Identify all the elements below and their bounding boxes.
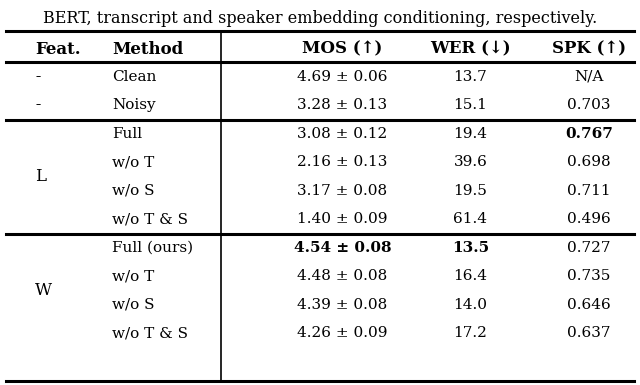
Text: 0.496: 0.496 xyxy=(567,213,611,226)
Text: 16.4: 16.4 xyxy=(453,270,488,283)
Text: w/o T: w/o T xyxy=(112,270,154,283)
Text: WER (↓): WER (↓) xyxy=(430,41,511,58)
Text: 15.1: 15.1 xyxy=(454,99,487,112)
Text: 0.637: 0.637 xyxy=(567,326,611,340)
Text: 14.0: 14.0 xyxy=(453,298,488,312)
Text: SPK (↑): SPK (↑) xyxy=(552,41,626,58)
Text: Method: Method xyxy=(112,41,183,58)
Text: 13.5: 13.5 xyxy=(452,241,489,255)
Text: 3.08 ± 0.12: 3.08 ± 0.12 xyxy=(297,127,388,141)
Text: Full (ours): Full (ours) xyxy=(112,241,193,255)
Text: w/o S: w/o S xyxy=(112,298,154,312)
Text: 19.5: 19.5 xyxy=(454,184,487,198)
Text: 61.4: 61.4 xyxy=(453,213,488,226)
Text: 0.727: 0.727 xyxy=(567,241,611,255)
Text: 2.16 ± 0.13: 2.16 ± 0.13 xyxy=(297,156,388,169)
Text: 0.646: 0.646 xyxy=(567,298,611,312)
Text: 4.69 ± 0.06: 4.69 ± 0.06 xyxy=(297,70,388,84)
Text: 0.767: 0.767 xyxy=(565,127,612,141)
Text: 4.26 ± 0.09: 4.26 ± 0.09 xyxy=(297,326,388,340)
Text: -: - xyxy=(35,70,40,84)
Text: 0.711: 0.711 xyxy=(567,184,611,198)
Text: 3.17 ± 0.08: 3.17 ± 0.08 xyxy=(298,184,387,198)
Text: 13.7: 13.7 xyxy=(454,70,487,84)
Text: 3.28 ± 0.13: 3.28 ± 0.13 xyxy=(298,99,387,112)
Text: W: W xyxy=(35,282,52,299)
Text: 4.54 ± 0.08: 4.54 ± 0.08 xyxy=(294,241,391,255)
Text: MOS (↑): MOS (↑) xyxy=(302,41,383,58)
Text: Feat.: Feat. xyxy=(35,41,81,58)
Text: Noisy: Noisy xyxy=(112,99,156,112)
Text: -: - xyxy=(35,99,40,112)
Text: 4.39 ± 0.08: 4.39 ± 0.08 xyxy=(297,298,388,312)
Text: 17.2: 17.2 xyxy=(454,326,487,340)
Text: 39.6: 39.6 xyxy=(454,156,487,169)
Text: 0.735: 0.735 xyxy=(567,270,611,283)
Text: w/o T: w/o T xyxy=(112,156,154,169)
Text: 19.4: 19.4 xyxy=(453,127,488,141)
Text: -: - xyxy=(35,70,40,84)
Text: w/o T & S: w/o T & S xyxy=(112,326,188,340)
Text: Full: Full xyxy=(112,127,142,141)
Text: Clean: Clean xyxy=(112,70,156,84)
Text: 1.40 ± 0.09: 1.40 ± 0.09 xyxy=(297,213,388,226)
Text: -: - xyxy=(35,99,40,112)
Text: 0.703: 0.703 xyxy=(567,99,611,112)
Text: BERT, transcript and speaker embedding conditioning, respectively.: BERT, transcript and speaker embedding c… xyxy=(43,10,597,27)
Text: w/o T & S: w/o T & S xyxy=(112,213,188,226)
Text: 4.48 ± 0.08: 4.48 ± 0.08 xyxy=(297,270,388,283)
Text: w/o S: w/o S xyxy=(112,184,154,198)
Text: L: L xyxy=(35,168,46,185)
Text: 0.698: 0.698 xyxy=(567,156,611,169)
Text: N/A: N/A xyxy=(574,70,604,84)
